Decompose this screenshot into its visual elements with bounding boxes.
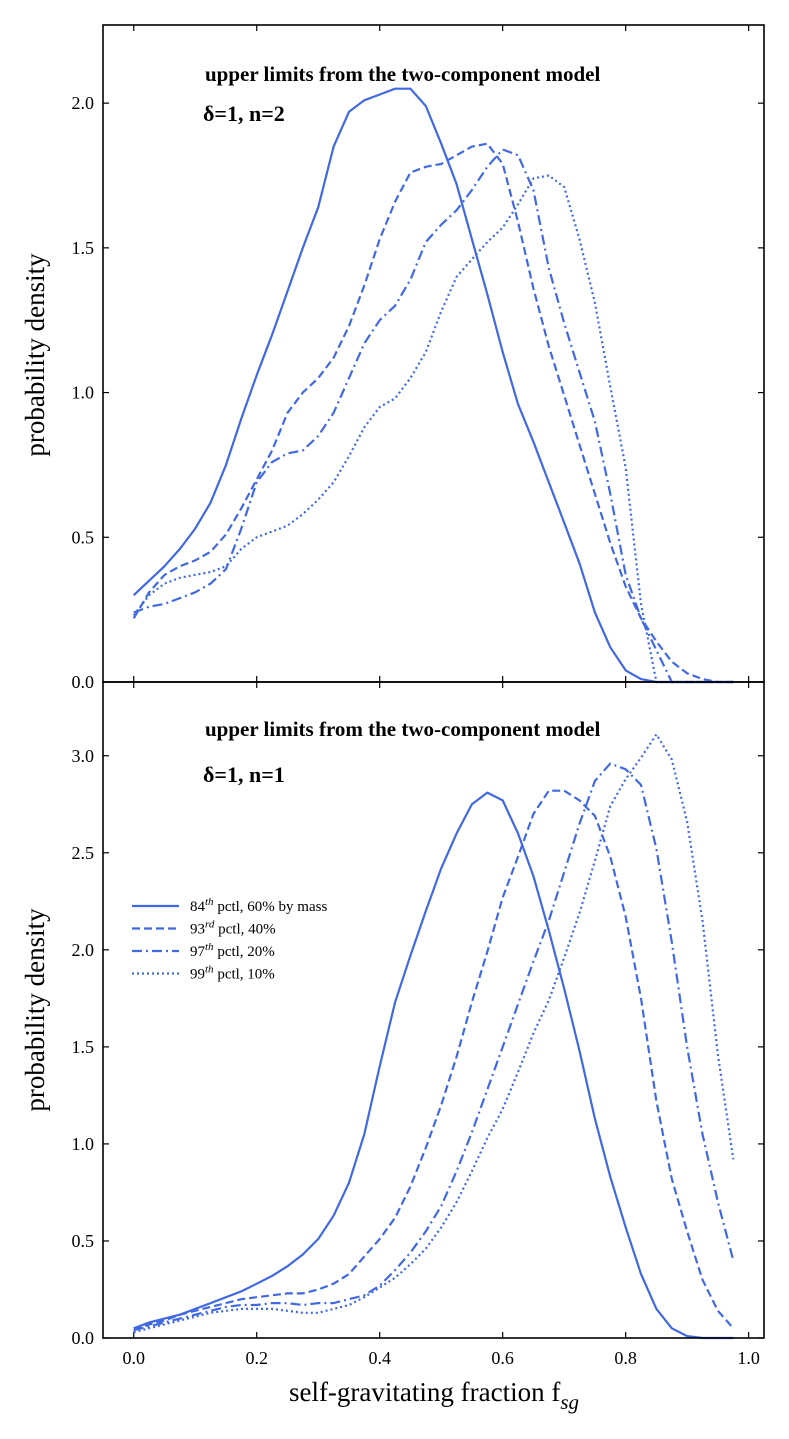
- top-panel-series: [132, 87, 734, 684]
- legend-label: 97th pctl, 20%: [190, 941, 275, 960]
- legend-label: 99th pctl, 10%: [190, 964, 275, 983]
- y-tick-label: 2.0: [72, 940, 95, 960]
- legend-label: 93rd pctl, 40%: [190, 919, 276, 938]
- legend-label-number: 84: [190, 899, 206, 915]
- series-line-solid: [132, 87, 734, 684]
- bottom-panel-frame: [102, 681, 765, 1339]
- bottom-panel-subtitle: δ=1, n=1: [203, 762, 285, 787]
- bottom-panel: 0.0 0.2 0.4 0.6 0.8 1.00.00.51.01.52.02.53.0 …: [20, 682, 764, 1368]
- series-line-dashdot: [133, 148, 734, 684]
- x-axis-label-subscript: sg: [560, 1390, 579, 1414]
- x-axis-label: self-gravitating fraction fsg: [289, 1377, 579, 1414]
- x-tick-label: 0.4: [368, 1348, 391, 1368]
- series-line-dotted: [132, 174, 734, 684]
- top-panel: 0.0 0.5 1.0 1.5 2.0 upper limits from the tw…: [20, 25, 764, 692]
- x-tick-label: 0.0: [122, 1348, 145, 1368]
- bottom-panel-ticks: 0.0 0.2 0.4 0.6 0.8 1.0 0.0 0.5 1.0 1.5 2.0 2.5 3.0: [72, 682, 764, 1368]
- legend-label-ordinal: rd: [205, 919, 215, 931]
- y-tick-label: 0.0: [72, 672, 95, 692]
- y-tick-label: 1.5: [72, 238, 95, 258]
- legend-label-number: 99: [190, 967, 205, 983]
- legend-label-text: pctl, 20%: [214, 944, 275, 960]
- series-line-solid: [133, 791, 734, 1340]
- legend-label-ordinal: th: [205, 896, 214, 908]
- legend-label-ordinal: th: [205, 964, 214, 976]
- x-tick-label: 0.8: [614, 1348, 637, 1368]
- series-line-dashdot: [133, 762, 735, 1332]
- x-axis-label-main: self-gravitating fraction f: [289, 1377, 560, 1407]
- bottom-panel-series: [133, 733, 735, 1340]
- y-tick-label: 1.0: [72, 383, 95, 403]
- legend-label-text: pctl, 60% by mass: [214, 899, 328, 915]
- legend-label-text: pctl, 10%: [214, 967, 275, 983]
- bottom-panel-title: upper limits from the two-component mode…: [205, 717, 600, 741]
- top-panel-ylabel: probability density: [20, 253, 50, 457]
- y-tick-label: 0.0: [72, 1328, 95, 1348]
- legend-label-number: 93: [190, 922, 205, 938]
- top-panel-subtitle: δ=1, n=2: [203, 101, 285, 126]
- legend-label-number: 97: [190, 944, 206, 960]
- top-panel-title: upper limits from the two-component mode…: [205, 62, 600, 86]
- y-tick-label: 0.5: [72, 1231, 95, 1251]
- y-tick-label: 1.0: [72, 1134, 95, 1154]
- x-tick-label: 1.0: [737, 1348, 760, 1368]
- x-tick-label: 0.2: [245, 1348, 268, 1368]
- y-tick-label: 1.5: [72, 1037, 95, 1057]
- bottom-panel-ylabel: probability density: [20, 908, 50, 1112]
- legend-label-ordinal: th: [205, 941, 214, 953]
- legend-label-text: pctl, 40%: [214, 922, 275, 938]
- x-tick-label: 0.6: [491, 1348, 514, 1368]
- y-tick-label: 0.5: [72, 527, 95, 547]
- series-line-dashed: [133, 789, 735, 1332]
- y-tick-label: 3.0: [72, 746, 95, 766]
- series-line-dashed: [132, 142, 734, 684]
- top-panel-ticks: 0.0 0.5 1.0 1.5 2.0: [72, 25, 764, 692]
- y-tick-label: 2.0: [72, 93, 95, 113]
- series-line-dotted: [133, 733, 735, 1334]
- y-tick-label: 2.5: [72, 843, 95, 863]
- legend-label: 84th pctl, 60% by mass: [190, 896, 327, 915]
